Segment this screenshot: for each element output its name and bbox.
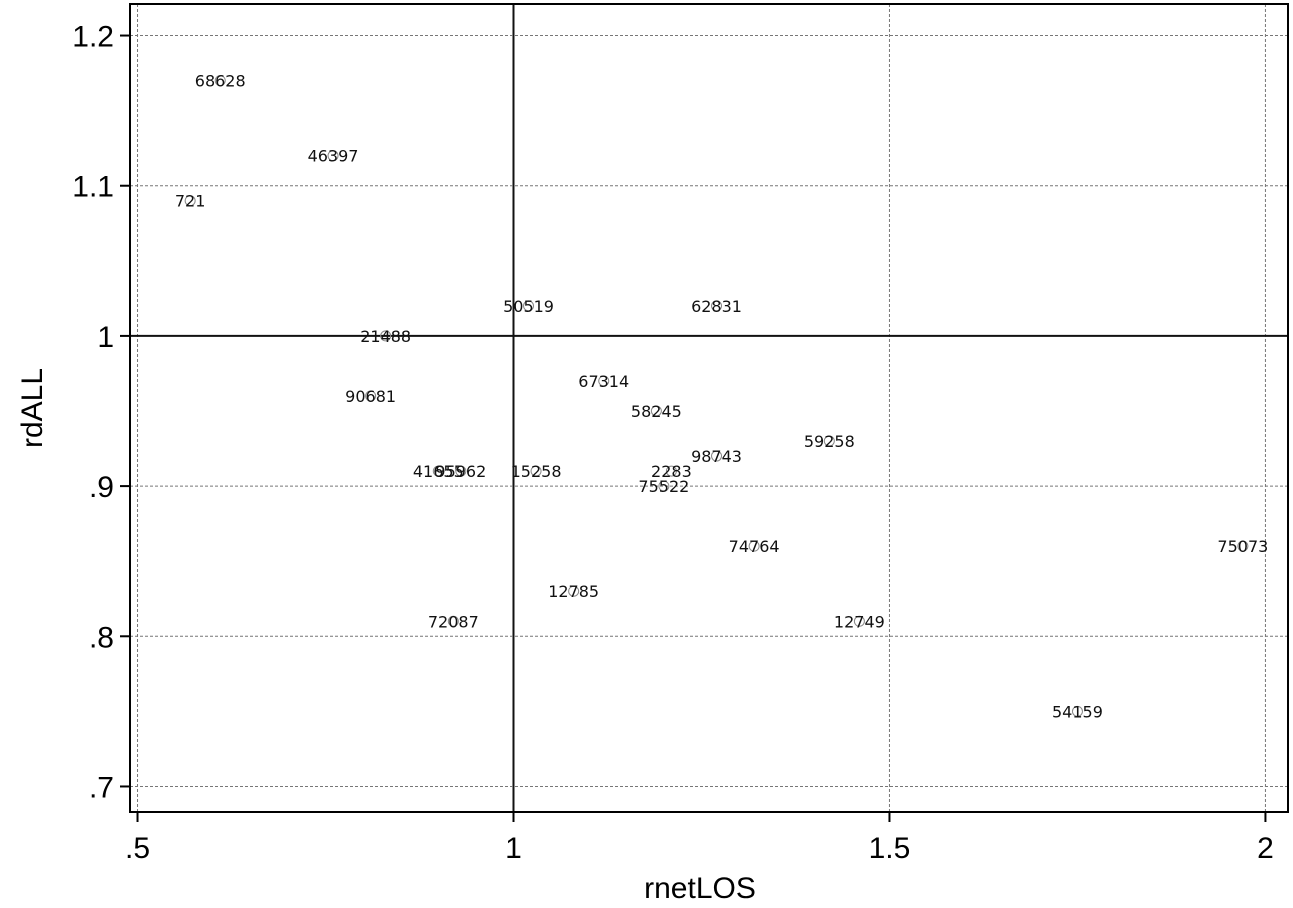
data-point [214,75,226,87]
data-point [568,585,580,597]
y-tick-label: .7 [89,771,114,804]
x-tick-label: 1.5 [869,832,911,865]
data-points: 68628 46397 721 50519 62831 21488 67314 90681 58… [175,72,1268,722]
data-point-label: 15258 [511,462,562,481]
y-tick-label: 1 [97,321,114,354]
data-point [432,465,444,477]
data-point [455,465,467,477]
data-point-label: 12785 [548,582,599,601]
data-point-label: 59258 [804,432,855,451]
data-point [530,465,542,477]
data-point-label: 2283 [651,462,692,481]
data-point-label: 95962 [435,462,486,481]
data-point [748,540,760,552]
data-point [711,300,723,312]
x-tick-label: 2 [1257,832,1274,865]
data-point [447,615,459,627]
data-point-label: 67314 [578,372,629,391]
data-point [711,450,723,462]
x-tick-label: .5 [125,832,150,865]
plot-frame [129,3,1289,813]
data-point-label: 98743 [691,447,742,466]
data-point [380,330,392,342]
data-point [853,615,865,627]
data-point-label: 58245 [631,402,682,421]
y-tick-label: .9 [89,471,114,504]
data-point [823,435,835,447]
data-point [184,195,196,207]
data-point-label: 68628 [195,72,246,91]
data-point [658,480,670,492]
data-point [598,375,610,387]
data-point-label: 54159 [1052,702,1103,721]
data-point-label: 46397 [308,147,359,166]
data-point-label: 75073 [1217,537,1268,556]
data-point [365,390,377,402]
data-point-label: 74764 [729,537,780,556]
data-point-label: 50519 [503,297,554,316]
y-tick-label: 1.2 [72,21,114,54]
data-point [1237,540,1249,552]
data-point [523,300,535,312]
data-point [650,405,662,417]
data-point-label: 62831 [691,297,742,316]
x-axis-title: rnetLOS [644,872,756,905]
data-point-label: 21488 [360,327,411,346]
y-axis-title: rdALL [16,368,49,448]
data-point-label: 12749 [834,612,885,631]
y-tick-label: .8 [89,621,114,654]
data-point-label: 90681 [345,387,396,406]
data-point [1071,705,1083,717]
data-point-label: 72087 [428,612,479,631]
data-point-label: 75522 [638,477,689,496]
y-tick-label: 1.1 [72,171,114,204]
data-point-label: 41655 [413,462,464,481]
data-point-label: 721 [175,192,206,211]
x-tick-label: 1 [505,832,522,865]
data-point [665,465,677,477]
data-point [327,150,339,162]
axes: .5 1 1.5 2 .7 .8 .9 1 1.1 1.2 [72,21,1274,865]
grid-lines [130,4,1288,812]
